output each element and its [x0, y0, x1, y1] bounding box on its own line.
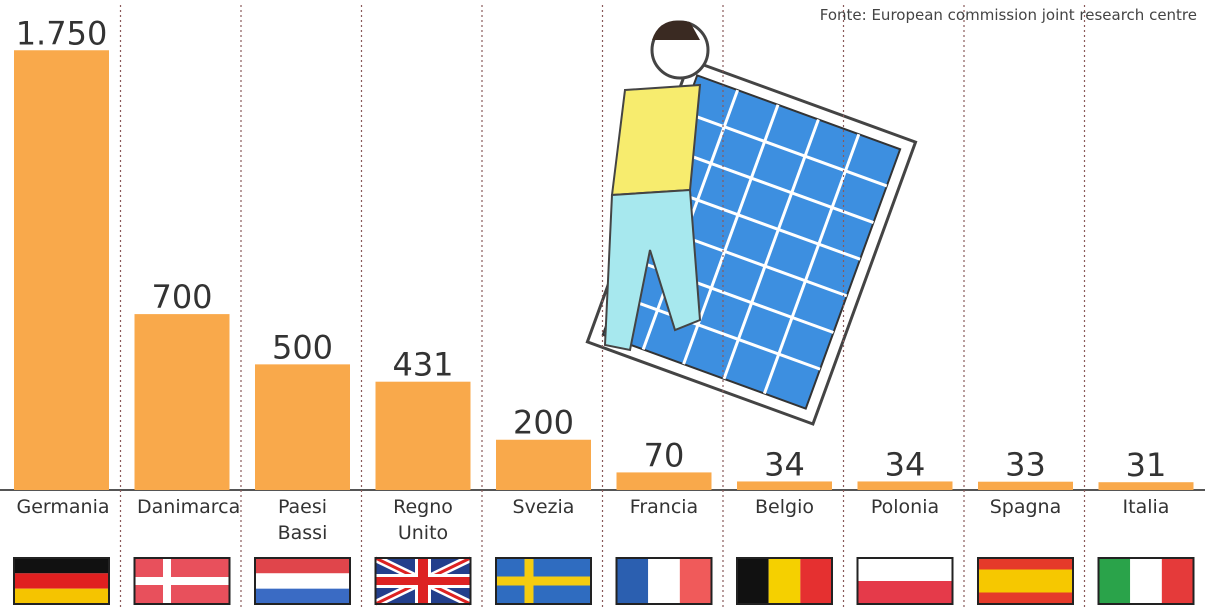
flag-part	[858, 581, 953, 604]
flag-part	[255, 573, 350, 588]
x-tick-label: Danimarca	[137, 494, 227, 520]
x-tick-label: Germania	[17, 494, 107, 520]
bar	[617, 472, 712, 490]
flag	[978, 558, 1073, 604]
flag-part	[858, 558, 953, 581]
flag-part	[14, 589, 109, 604]
flag-part	[1162, 558, 1194, 604]
x-tick-label: Spagna	[981, 494, 1071, 520]
flag-part	[135, 577, 230, 585]
value-label: 34	[885, 445, 926, 483]
x-tick-label: Paesi Bassi	[258, 494, 348, 546]
flag-part	[800, 558, 832, 604]
flag	[376, 558, 471, 604]
flag-part	[1130, 558, 1162, 604]
flag-part	[680, 558, 712, 604]
flag-part	[769, 558, 801, 604]
flag-part	[376, 577, 471, 585]
flag-part	[1099, 558, 1131, 604]
flag-part	[496, 577, 591, 586]
flag-part	[14, 558, 109, 573]
flag	[737, 558, 832, 604]
value-label: 33	[1005, 446, 1046, 484]
x-tick-label: Svezia	[499, 494, 589, 520]
flag	[858, 558, 953, 604]
flag	[255, 558, 350, 604]
value-label: 431	[392, 346, 453, 384]
x-tick-label: Regno Unito	[378, 494, 468, 546]
flag-part	[255, 589, 350, 604]
flag-part	[14, 573, 109, 588]
flag	[14, 558, 109, 604]
bar	[376, 382, 471, 490]
value-label: 70	[644, 436, 685, 474]
x-tick-label: Belgio	[740, 494, 830, 520]
flag	[135, 558, 230, 604]
x-tick-label: Francia	[619, 494, 709, 520]
value-label: 700	[151, 278, 212, 316]
bar	[135, 314, 230, 490]
x-tick-label: Italia	[1101, 494, 1191, 520]
flag-part	[648, 558, 680, 604]
flag	[617, 558, 712, 604]
value-label: 200	[513, 404, 574, 442]
value-label: 1.750	[16, 14, 108, 52]
flag-part	[617, 558, 649, 604]
value-label: 31	[1126, 446, 1167, 484]
bar	[496, 440, 591, 490]
source-note: Fonte: European commission joint researc…	[820, 6, 1197, 24]
bar	[255, 364, 350, 490]
value-label: 34	[764, 445, 805, 483]
chart: 1.750 700 500 431 200 70 34 34 33 31 Fonte: Europ…	[0, 0, 1205, 607]
value-label: 500	[272, 328, 333, 366]
flag-part	[978, 570, 1073, 593]
flag-part	[255, 558, 350, 573]
flag	[496, 558, 591, 604]
x-tick-label: Polonia	[860, 494, 950, 520]
flag	[1099, 558, 1194, 604]
flag-part	[737, 558, 769, 604]
bar	[14, 50, 109, 490]
